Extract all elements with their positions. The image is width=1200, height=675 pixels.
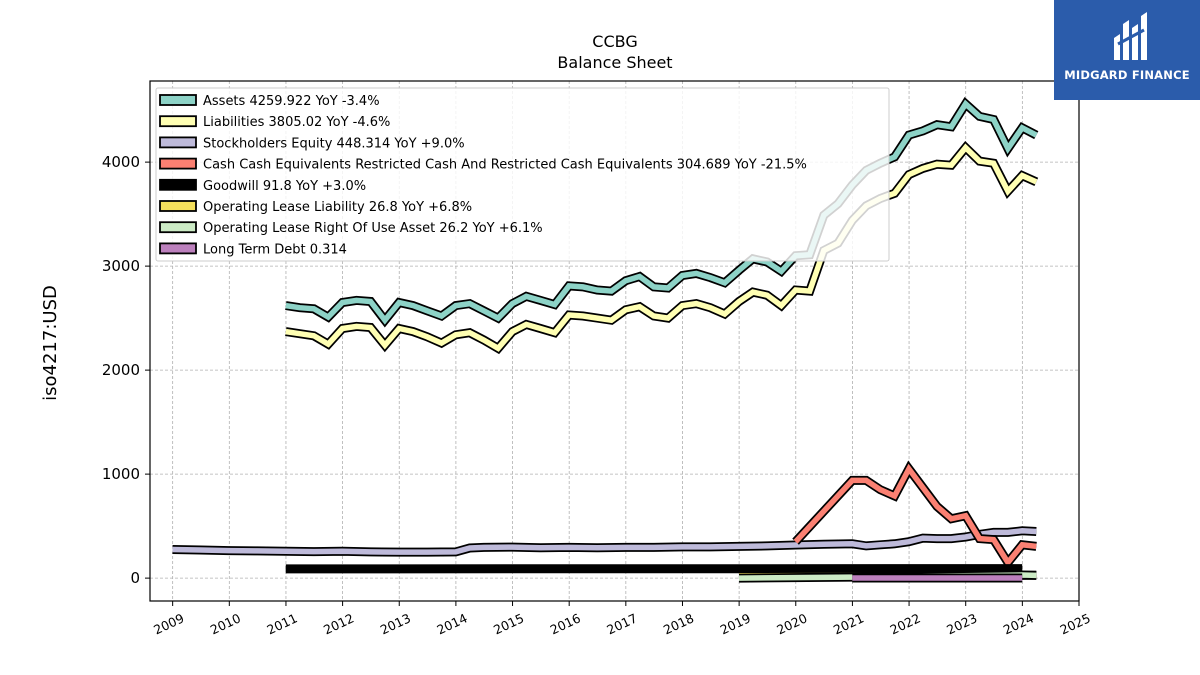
logo-text: MIDGARD FINANCE <box>1064 68 1190 82</box>
legend-swatch <box>159 157 197 170</box>
y-tick-label: 1000 <box>102 465 140 483</box>
legend-swatch <box>159 221 197 234</box>
series-lines <box>172 96 1039 583</box>
y-tick-label: 4000 <box>102 153 140 171</box>
x-tick-label: 2021 <box>831 610 866 637</box>
y-axis-label: iso4217:USD <box>40 285 61 401</box>
legend: Assets 4259.922 YoY -3.4% Liabilities 380… <box>155 87 890 262</box>
x-tick-label: 2016 <box>548 610 583 637</box>
y-tick-label: 2000 <box>102 361 140 379</box>
x-tick-label: 2013 <box>378 610 413 637</box>
x-tick-label: 2023 <box>944 610 979 637</box>
legend-label: Goodwill 91.8 YoY +3.0% <box>203 179 366 194</box>
plot-frame <box>149 80 1080 602</box>
legend-box <box>155 87 890 262</box>
chart-title: CCBG <box>592 32 637 51</box>
x-tick-label: 2025 <box>1058 610 1093 637</box>
legend-swatch <box>159 178 197 191</box>
legend-label: Cash Cash Equivalents Restricted Cash An… <box>203 158 807 173</box>
series-line <box>792 460 1037 571</box>
series-line <box>285 96 1039 328</box>
series-stroke <box>793 463 1037 568</box>
x-tick-label: 2017 <box>604 610 639 637</box>
legend-label: Operating Lease Right Of Use Asset 26.2 … <box>203 221 543 236</box>
series-line <box>285 140 1039 355</box>
legend-label: Assets 4259.922 YoY -3.4% <box>203 94 380 109</box>
legend-label: Operating Lease Liability 26.8 YoY +6.8% <box>203 200 472 215</box>
legend-swatch <box>159 242 197 255</box>
legend-label: Long Term Debt 0.314 <box>203 242 347 257</box>
legend-swatch <box>159 94 197 106</box>
series-stroke <box>285 99 1038 325</box>
x-tick-label: 2009 <box>151 610 186 637</box>
legend-swatch <box>159 136 197 149</box>
y-tick-label: 3000 <box>102 257 140 275</box>
y-tick-label: 0 <box>130 569 140 587</box>
x-tick-label: 2015 <box>491 610 526 637</box>
legend-label: Liabilities 3805.02 YoY -4.6% <box>203 115 390 130</box>
legend-swatch <box>159 115 197 128</box>
x-tick-label: 2018 <box>661 610 696 637</box>
x-tick-label: 2024 <box>1001 610 1036 637</box>
series-stroke <box>285 143 1038 352</box>
series-line <box>172 526 1037 557</box>
logo: MIDGARD FINANCE <box>1054 0 1200 100</box>
chart-subtitle: Balance Sheet <box>557 53 672 72</box>
logo-mark-icon <box>1114 12 1147 60</box>
x-tick-label: 2019 <box>718 610 753 637</box>
x-tick-label: 2010 <box>208 610 243 637</box>
x-tick-label: 2020 <box>774 610 809 637</box>
legend-label: Stockholders Equity 448.314 YoY +9.0% <box>203 136 465 151</box>
x-tick-label: 2022 <box>888 610 923 637</box>
x-tick-label: 2014 <box>434 610 469 637</box>
x-tick-label: 2011 <box>264 610 299 637</box>
legend-swatch <box>159 200 197 212</box>
x-tick-label: 2012 <box>321 610 356 637</box>
series-stroke <box>172 528 1037 555</box>
